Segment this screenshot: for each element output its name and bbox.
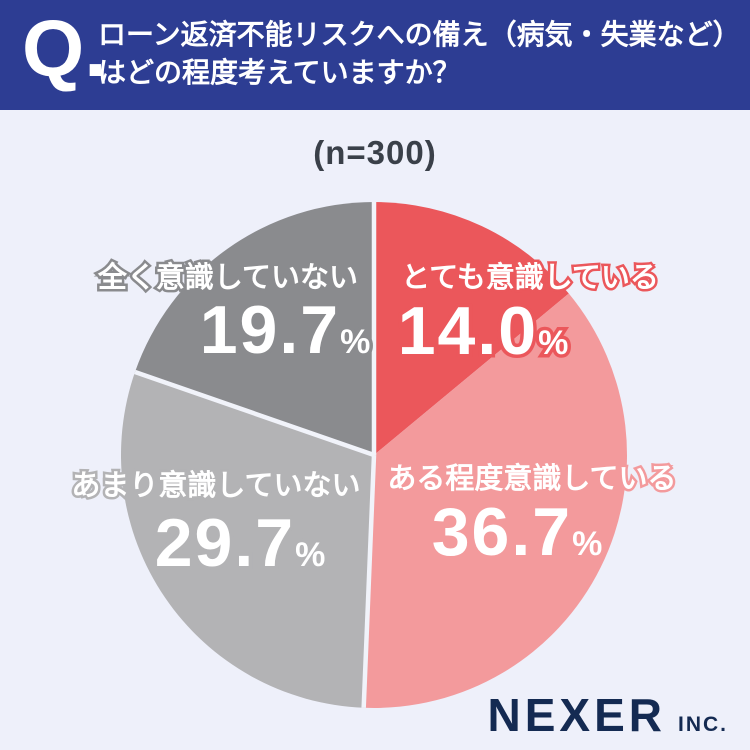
question-line-1: ローン返済不能リスクへの備え（病気・失業など） bbox=[98, 19, 741, 50]
pie-divider-2 bbox=[361, 454, 377, 708]
slice-label-outline: とても意識している bbox=[399, 260, 662, 297]
slice-value-text: 36.7% bbox=[431, 494, 603, 570]
slice-label-totemo: とても意識している とても意識している bbox=[399, 254, 662, 297]
slice-label-outline: あまり意識していない bbox=[69, 468, 363, 505]
slice-value-text: 19.7% bbox=[199, 292, 371, 368]
question-line-2: はどの程度考えていますか？ bbox=[98, 57, 461, 88]
slice-value-amari: 29.7% 29.7% bbox=[151, 502, 329, 585]
slice-label-text: あまり意識していない bbox=[71, 470, 361, 502]
pie-slice-1 bbox=[363, 293, 627, 708]
slice-value-outline: 14.0% bbox=[394, 290, 572, 373]
slice-label-text: とても意識している bbox=[401, 262, 659, 294]
brand-logo: NEXER INC. bbox=[488, 688, 728, 742]
slice-label-aruteido: ある程度意識している ある程度意識している bbox=[385, 455, 679, 498]
slice-value-outline: 29.7% bbox=[151, 502, 329, 585]
slice-value-totemo: 14.0% 14.0% bbox=[394, 290, 572, 373]
slice-value-text: 14.0% bbox=[397, 293, 569, 369]
slice-value-text: 29.7% bbox=[154, 505, 326, 581]
brand-suffix: INC. bbox=[678, 713, 728, 736]
pie-slice-0 bbox=[374, 202, 569, 455]
slice-label-text: 全く意識していない bbox=[97, 262, 359, 294]
slice-label-mattaku: 全く意識していない 全く意識していない bbox=[95, 254, 360, 297]
slice-label-text: ある程度意識している bbox=[387, 463, 677, 495]
question-text: ローン返済不能リスクへの備え（病気・失業など） はどの程度考えていますか？ bbox=[98, 16, 741, 92]
slice-value-aruteido: 36.7% 36.7% bbox=[428, 491, 606, 574]
q-mark: Q. bbox=[22, 4, 107, 93]
question-header: Q. ローン返済不能リスクへの備え（病気・失業など） はどの程度考えていますか？ bbox=[0, 0, 750, 110]
pie-divider-3 bbox=[134, 369, 375, 458]
brand-name: NEXER bbox=[487, 689, 666, 741]
slice-label-outline: 全く意識していない bbox=[95, 260, 360, 297]
slice-value-outline: 36.7% bbox=[428, 491, 606, 574]
slice-value-mattaku: 19.7% 19.7% bbox=[196, 289, 374, 372]
slice-label-amari: あまり意識していない あまり意識していない bbox=[69, 462, 363, 505]
slice-label-outline: ある程度意識している bbox=[385, 461, 679, 498]
sample-size: (n=300) bbox=[313, 134, 437, 171]
pie-slice-2 bbox=[120, 372, 374, 708]
slice-value-outline: 19.7% bbox=[196, 289, 374, 372]
